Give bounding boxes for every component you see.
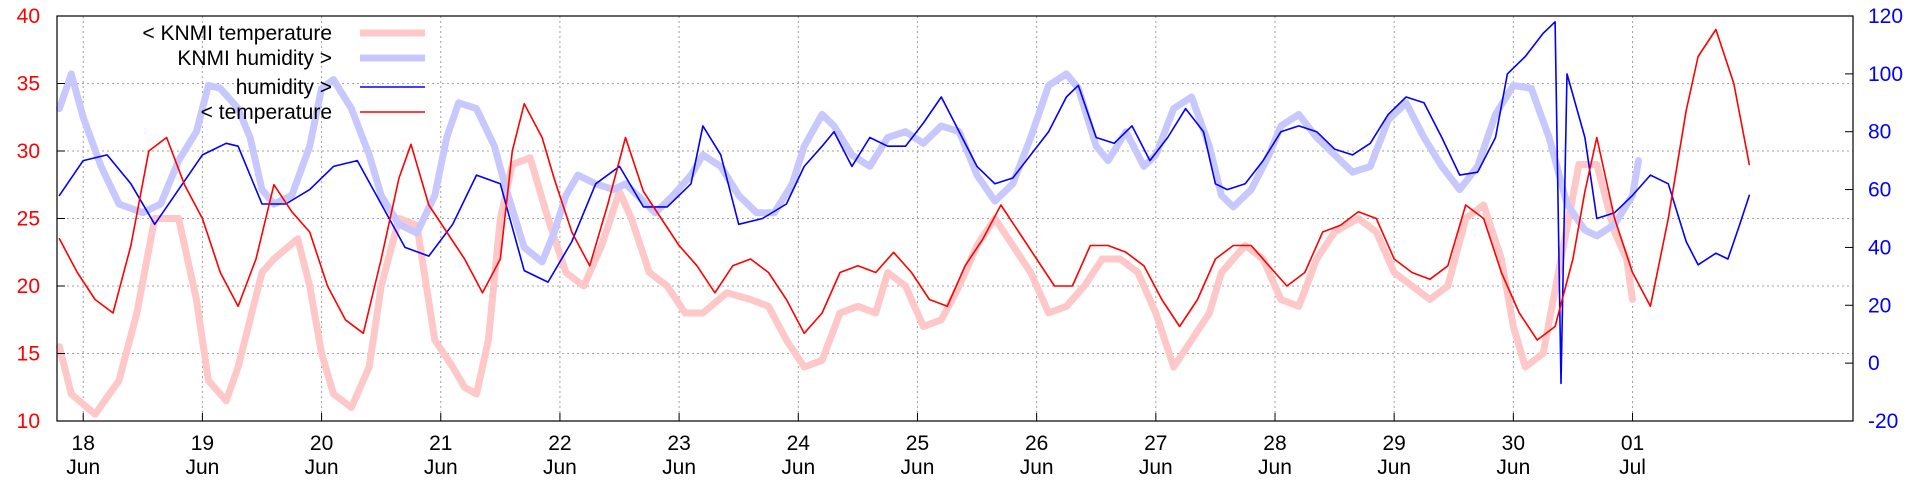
- x-tick-month: Jun: [424, 456, 458, 479]
- x-tick-day: 30: [1502, 432, 1525, 455]
- x-tick-month: Jun: [66, 456, 100, 479]
- x-tick-month: Jun: [662, 456, 696, 479]
- x-tick-day: 18: [72, 432, 95, 455]
- series-line-humidity: [58, 21, 1751, 385]
- right-tick-label: 60: [1868, 179, 1891, 202]
- x-tick-day: 28: [1263, 432, 1286, 455]
- series-line-knmi-temperature: [55, 154, 1636, 418]
- left-tick-label: 20: [17, 275, 40, 298]
- right-tick-label: 120: [1868, 5, 1903, 28]
- series-line-temperature: [58, 28, 1751, 341]
- x-tick-day: 29: [1382, 432, 1405, 455]
- right-tick-label: 100: [1868, 63, 1903, 86]
- x-tick-month: Jun: [185, 456, 219, 479]
- x-tick-day: 01: [1621, 432, 1644, 455]
- x-tick-day: 20: [310, 432, 333, 455]
- right-tick-label: 20: [1868, 294, 1891, 317]
- x-tick-day: 24: [787, 432, 811, 455]
- x-tick-month: Jun: [781, 456, 815, 479]
- x-tick-month: Jun: [543, 456, 577, 479]
- x-tick-month: Jun: [901, 456, 935, 479]
- x-tick-month: Jun: [1020, 456, 1054, 479]
- x-tick-day: 19: [191, 432, 214, 455]
- x-tick-day: 27: [1144, 432, 1167, 455]
- x-tick-day: 26: [1025, 432, 1048, 455]
- x-tick-day: 23: [667, 432, 690, 455]
- legend-label: humidity >: [236, 76, 332, 99]
- x-axis: 18Jun19Jun20Jun21Jun22Jun23Jun24Jun25Jun…: [66, 413, 1646, 479]
- x-tick-month: Jul: [1619, 456, 1646, 479]
- series-line-knmi-humidity: [55, 70, 1642, 266]
- x-tick-day: 25: [906, 432, 929, 455]
- right-tick-label: 0: [1868, 352, 1880, 375]
- left-tick-label: 25: [17, 208, 40, 231]
- right-axis: -20 0 20 40 60 80 100 120: [1845, 5, 1903, 433]
- left-tick-label: 35: [17, 73, 40, 96]
- x-tick-month: Jun: [1496, 456, 1530, 479]
- legend-label: < temperature: [201, 101, 332, 124]
- x-tick-day: 21: [429, 432, 452, 455]
- x-tick-day: 22: [548, 432, 571, 455]
- right-tick-label: -20: [1868, 410, 1898, 433]
- right-tick-label: 40: [1868, 236, 1891, 259]
- left-axis: 10 15 20 25 30 35 40: [17, 5, 65, 433]
- left-tick-label: 30: [17, 140, 40, 163]
- left-tick-label: 40: [17, 5, 40, 28]
- x-tick-month: Jun: [1377, 456, 1411, 479]
- x-tick-month: Jun: [1258, 456, 1292, 479]
- right-tick-label: 80: [1868, 121, 1891, 144]
- legend-label: < KNMI temperature: [142, 22, 332, 45]
- left-tick-label: 10: [17, 410, 40, 433]
- legend-label: KNMI humidity >: [177, 47, 332, 70]
- x-tick-month: Jun: [305, 456, 339, 479]
- x-tick-month: Jun: [1139, 456, 1173, 479]
- series-layer: [55, 21, 1751, 418]
- left-tick-label: 15: [17, 343, 40, 366]
